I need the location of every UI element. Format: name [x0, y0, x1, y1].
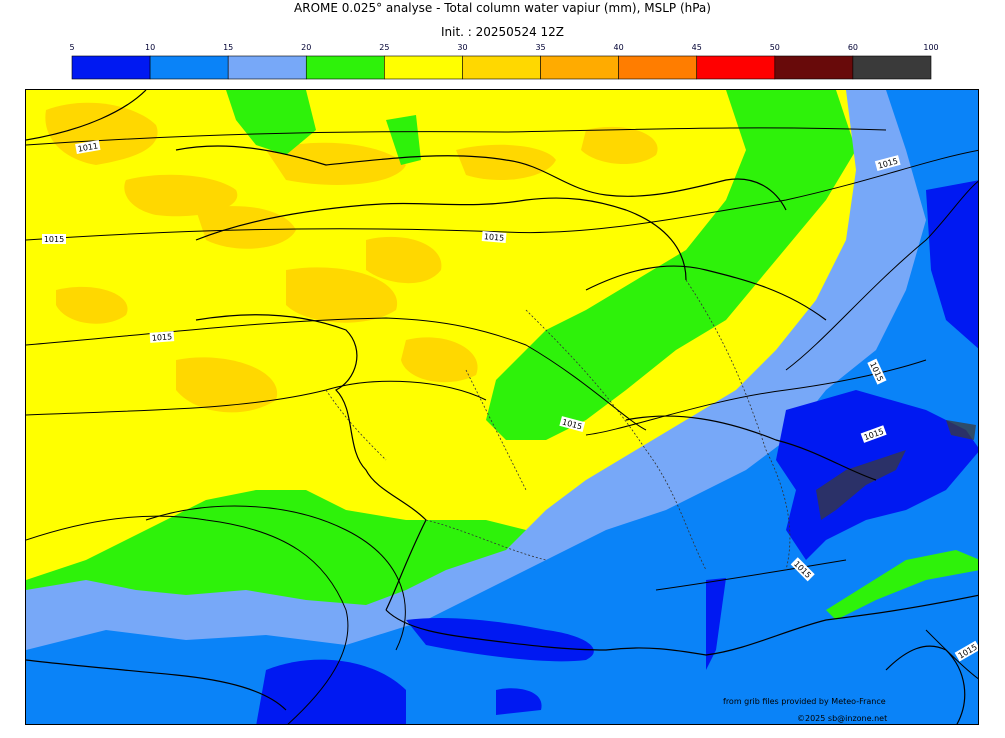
colorbar-tick-label: 20	[301, 43, 311, 52]
colorbar-segment	[462, 55, 541, 80]
field-green-east	[486, 90, 856, 440]
isobars	[26, 127, 978, 724]
colorbar-tick-label: 100	[923, 43, 938, 52]
colorbar-segment	[852, 55, 932, 80]
colorbar-segment	[71, 55, 151, 80]
isobar-label: 1011	[77, 141, 99, 153]
isobar-label: 1015	[151, 332, 172, 342]
isobar-label: 1015	[44, 235, 64, 244]
map-title: AROME 0.025° analyse - Total column wate…	[294, 1, 711, 15]
isobar-label: 1015	[484, 232, 505, 243]
field-gold-patches	[45, 102, 658, 413]
colorbar-segment	[384, 55, 463, 80]
field-green-north	[226, 90, 421, 165]
colorbar-tick-label: 15	[223, 43, 233, 52]
colorbar-tick-label: 5	[69, 43, 74, 52]
colorbar-segment	[305, 55, 385, 80]
field-mediumblue	[26, 90, 978, 724]
coastlines	[26, 90, 978, 724]
colorbar-segment	[618, 55, 698, 80]
data-source-credit: from grib files provided by Meteo-France	[723, 697, 886, 706]
colorbar-tick-label: 10	[145, 43, 155, 52]
colorbar-segment	[696, 55, 776, 80]
colorbar-segment	[149, 55, 229, 80]
map-panel: 1011 1015 1015 1015 1015 1015 1015 1015 …	[25, 89, 979, 725]
field-green-south	[826, 550, 978, 620]
borders	[325, 279, 791, 571]
colorbar-tick-label: 25	[379, 43, 389, 52]
colorbar-tick-label: 30	[457, 43, 467, 52]
colorbar: 5 10 15 20 25 30 35 40 45 50 60 100	[69, 43, 939, 80]
init-time: Init. : 20250524 12Z	[440, 25, 565, 39]
field-grey-alps	[816, 420, 976, 520]
colorbar-tick-label: 40	[614, 43, 624, 52]
copyright-credit: ©2025 sb@inzone.net	[797, 714, 888, 723]
colorbar-segment	[540, 55, 619, 80]
colorbar-tick-label: 60	[848, 43, 858, 52]
colorbar-segment	[774, 55, 854, 80]
colorbar-tick-label: 45	[692, 43, 702, 52]
colorbar-tick-label: 50	[770, 43, 780, 52]
colorbar-segment	[227, 55, 307, 80]
colorbar-tick-label: 35	[535, 43, 545, 52]
